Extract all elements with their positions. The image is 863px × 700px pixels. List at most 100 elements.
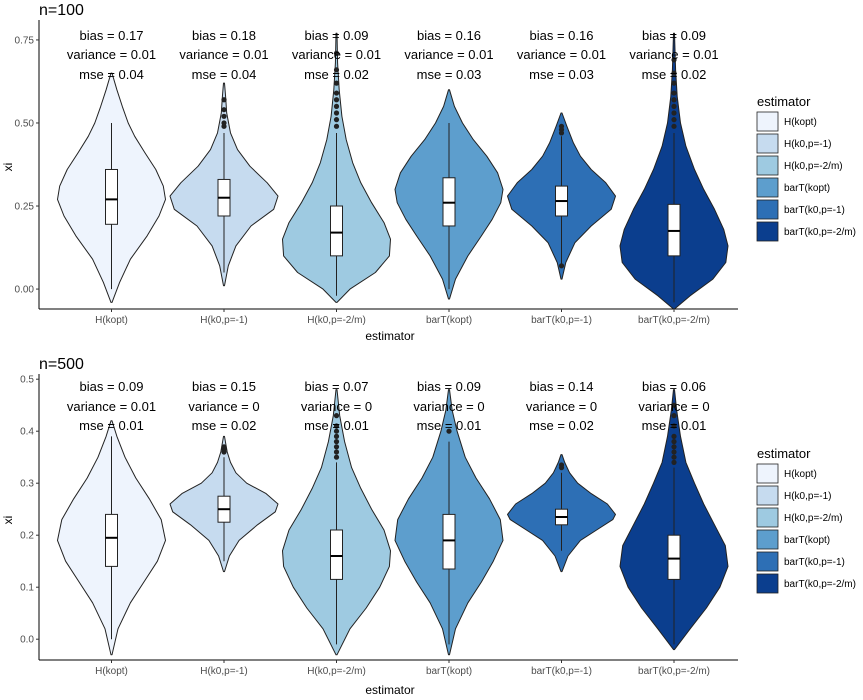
outlier-point: [333, 90, 340, 96]
annotation-bias: bias = 0.16: [530, 28, 594, 43]
legend-swatch: [756, 199, 779, 220]
plot-area: 0.0 0.1 0.2 0.3 0.4 0.5 H(kopt) bias = 0.09 vari…: [20, 374, 738, 677]
outlier-point: [333, 67, 340, 73]
box-iqr: [105, 168, 118, 225]
outlier-point: [671, 117, 677, 123]
y-tick-label: 0.0: [20, 635, 34, 646]
annotation-bias: bias = 0.06: [642, 379, 706, 394]
x-tick-label: barT(k0,p=-2/m): [638, 315, 710, 326]
legend-label: H(k0,p=-2/m): [784, 161, 843, 172]
x-tick-label: barT(k0,p=-1): [531, 666, 592, 677]
annotation-bias: bias = 0.17: [80, 28, 144, 43]
outlier-point: [333, 413, 340, 419]
panel-n100: n=100 0.00 0.25 0.50 0.75 H(kopt) bias = 0.17…: [1, 2, 856, 343]
legend-swatch: [756, 463, 779, 484]
annotation-mse: mse = 0.01: [79, 418, 144, 433]
annotation-bias: bias = 0.09: [305, 28, 369, 43]
legend-label: barT(k0,p=-1): [784, 557, 845, 568]
outlier-point: [333, 423, 340, 429]
legend-label: H(k0,p=-2/m): [784, 513, 843, 524]
plot-area: 0.00 0.25 0.50 0.75 H(kopt) bias = 0.17 varian…: [15, 20, 738, 326]
y-tick-label: 0.50: [15, 118, 35, 129]
annotation-bias: bias = 0.15: [192, 379, 256, 394]
legend-swatch: [756, 573, 779, 594]
legend: estimator H(kopt) H(k0,p=-1) H(k0,p=-2/m) b…: [756, 94, 856, 242]
panel-title: n=100: [39, 2, 84, 19]
y-tick-label: 0.4: [20, 427, 34, 438]
annotation-mse: mse = 0.01: [417, 418, 482, 433]
legend-label: barT(k0,p=-1): [784, 205, 845, 216]
violin-group: [507, 454, 616, 573]
annotation-variance: variance = 0.01: [517, 47, 606, 62]
outlier-point: [671, 103, 677, 109]
outlier-point: [558, 263, 565, 269]
outlier-point: [671, 449, 677, 455]
annotation-mse: mse = 0.02: [192, 418, 257, 433]
annotation-variance: variance = 0.01: [67, 47, 156, 62]
outlier-point: [333, 103, 340, 109]
outlier-point: [558, 462, 565, 468]
annotation-bias: bias = 0.09: [417, 379, 481, 394]
annotation-mse: mse = 0.03: [417, 67, 482, 82]
outlier-point: [671, 413, 677, 419]
outlier-point: [446, 428, 452, 434]
annotation-bias: bias = 0.14: [530, 379, 594, 394]
violin-group: [619, 389, 729, 651]
annotation-mse: mse = 0.03: [529, 67, 594, 82]
outlier-point: [671, 454, 677, 460]
outlier-point: [333, 123, 340, 129]
violin-group: [282, 32, 391, 303]
violin-group: [57, 420, 166, 656]
y-tick-label: 0.5: [20, 375, 34, 386]
annotation-mse: mse = 0.04: [79, 67, 144, 82]
violin-group: [169, 435, 279, 573]
outlier-point: [671, 70, 677, 76]
x-tick-label: barT(k0,p=-1): [531, 315, 592, 326]
outlier-point: [671, 423, 677, 429]
box-iqr: [105, 513, 118, 567]
violin-group: [169, 82, 279, 287]
outlier-point: [671, 439, 677, 445]
outlier-point: [221, 107, 227, 113]
outlier-point: [671, 123, 677, 129]
legend: estimator H(kopt) H(k0,p=-1) H(k0,p=-2/m) b…: [756, 446, 856, 594]
outlier-point: [333, 110, 340, 116]
outlier-point: [221, 444, 227, 450]
legend-label: barT(k0,p=-2/m): [784, 227, 856, 238]
violin-group: [282, 389, 391, 656]
legend-label: barT(kopt): [784, 183, 830, 194]
legend-label: H(k0,p=-1): [784, 491, 832, 502]
box-iqr: [667, 534, 681, 580]
box-iqr: [442, 513, 456, 570]
outlier-point: [333, 439, 340, 445]
x-tick-label: barT(kopt): [426, 666, 472, 677]
outlier-point: [671, 80, 677, 86]
x-axis-title: estimator: [365, 329, 414, 343]
annotation-variance: variance = 0.01: [179, 47, 268, 62]
annotation-bias: bias = 0.09: [642, 28, 706, 43]
legend-swatch: [756, 177, 779, 198]
y-tick-label: 0.00: [15, 285, 35, 296]
outlier-point: [558, 123, 565, 129]
x-tick-label: H(kopt): [95, 315, 128, 326]
annotation-bias: bias = 0.16: [417, 28, 481, 43]
annotation-mse: mse = 0.01: [642, 418, 707, 433]
annotation-variance: variance = 0: [188, 399, 259, 414]
box-iqr: [330, 529, 343, 580]
y-tick-label: 0.2: [20, 531, 34, 542]
annotation-variance: variance = 0.01: [629, 47, 718, 62]
legend-swatch: [756, 133, 779, 154]
outlier-point: [221, 113, 227, 119]
legend-swatch: [756, 221, 779, 242]
legend-label: H(kopt): [784, 117, 817, 128]
violin-group: [394, 389, 504, 656]
outlier-point: [671, 444, 677, 450]
outlier-point: [333, 454, 340, 460]
annotation-variance: variance = 0: [413, 399, 484, 414]
legend-title: estimator: [757, 446, 811, 461]
outlier-point: [671, 402, 677, 408]
annotation-bias: bias = 0.07: [305, 379, 369, 394]
outlier-point: [333, 80, 340, 86]
annotation-variance: variance = 0: [526, 399, 597, 414]
